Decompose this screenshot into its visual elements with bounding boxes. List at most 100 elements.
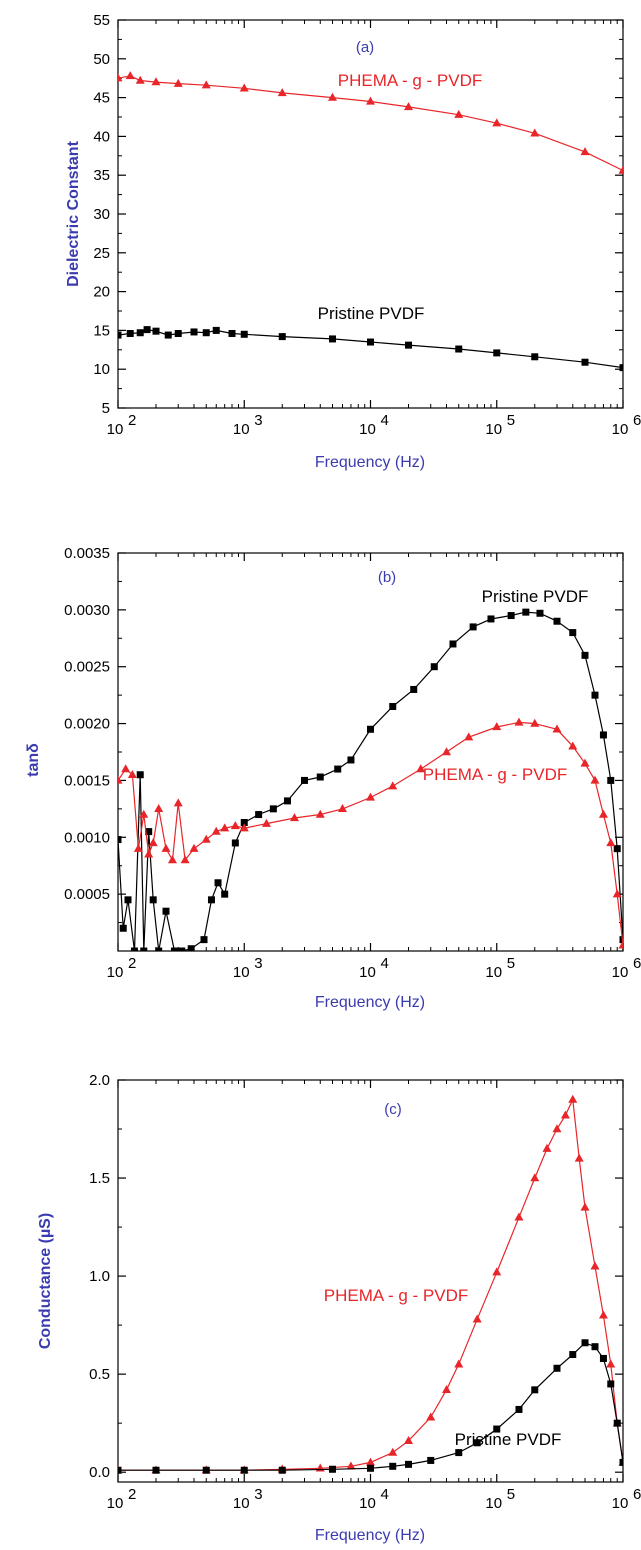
y-tick-label: 0.0020 <box>64 716 110 733</box>
x-tick-exponent: 2 <box>128 955 136 972</box>
data-point-triangle <box>574 1153 584 1162</box>
y-axis-title: tanδ <box>25 743 42 777</box>
x-axis-title: Frequency (Hz) <box>315 1527 425 1544</box>
data-point-triangle <box>606 838 616 847</box>
data-point-square <box>427 1456 435 1464</box>
panel-label: (a) <box>356 39 374 56</box>
data-point-square <box>136 771 144 779</box>
data-point-square <box>328 1465 336 1473</box>
data-point-square <box>515 1405 523 1413</box>
data-point-triangle <box>139 809 149 818</box>
data-point-triangle <box>201 834 211 843</box>
x-axis-title: Frequency (Hz) <box>315 454 425 471</box>
data-point-triangle <box>366 1457 375 1466</box>
data-point-square <box>507 612 515 620</box>
data-point-triangle <box>327 92 337 101</box>
y-tick-label: 25 <box>93 245 110 262</box>
data-point-triangle <box>121 764 131 773</box>
data-point-square <box>207 896 215 904</box>
x-tick-exponent: 4 <box>381 955 389 972</box>
data-point-square <box>613 1419 621 1427</box>
data-point-triangle <box>514 1212 524 1221</box>
data-point-square <box>367 1464 374 1472</box>
data-point-square <box>130 947 138 951</box>
phema-annotation: PHEMA - g - PVDF <box>338 71 483 90</box>
data-point-triangle <box>154 804 164 813</box>
data-point-square <box>405 1460 413 1468</box>
data-point-square <box>607 776 615 784</box>
data-point-square <box>581 651 589 659</box>
data-point-triangle <box>590 1261 600 1270</box>
data-point-square <box>531 1386 539 1394</box>
data-point-triangle <box>612 889 622 898</box>
data-point-square <box>569 1351 577 1359</box>
x-tick-exponent: 2 <box>128 1486 136 1503</box>
data-point-square <box>405 341 413 349</box>
data-point-triangle <box>492 118 502 127</box>
panel-label: (c) <box>384 1101 402 1118</box>
data-point-square <box>581 1339 589 1347</box>
data-point-triangle <box>464 732 474 741</box>
phema-annotation: PHEMA - g - PVDF <box>423 765 568 784</box>
data-point-square <box>553 1364 561 1372</box>
data-point-triangle <box>530 718 540 727</box>
y-tick-label: 35 <box>93 167 110 184</box>
y-tick-label: 55 <box>93 12 110 29</box>
data-point-square <box>240 1466 248 1474</box>
y-tick-label: 5 <box>102 400 110 417</box>
data-point-square <box>231 839 239 847</box>
panel-b: (b) Pristine PVDF PHEMA - g - PVDF Frequ… <box>25 545 641 1011</box>
series-phema-g-pvdf <box>118 71 623 174</box>
data-point-triangle <box>189 843 199 852</box>
x-tick-exponent: 5 <box>507 1486 515 1503</box>
series-phema-g-pvdf <box>118 717 623 949</box>
data-point-square <box>389 1462 397 1470</box>
data-point-square <box>119 924 127 932</box>
data-point-square <box>278 333 286 341</box>
x-tick-exponent: 6 <box>633 412 641 429</box>
data-point-square <box>145 828 153 836</box>
data-point-triangle <box>366 96 375 105</box>
panel-label: (b) <box>378 569 396 586</box>
data-point-triangle <box>404 1436 414 1445</box>
data-point-triangle <box>618 940 623 949</box>
data-point-square <box>118 331 122 339</box>
data-point-square <box>190 328 198 336</box>
data-point-triangle <box>239 823 249 832</box>
y-tick-label: 0.5 <box>89 1366 110 1383</box>
data-point-square <box>531 353 539 361</box>
data-point-square <box>328 335 336 343</box>
data-point-square <box>162 907 170 915</box>
data-point-square <box>202 329 210 337</box>
data-point-square <box>126 330 134 338</box>
series-line <box>118 75 623 172</box>
data-point-square <box>522 608 530 616</box>
data-point-square <box>619 936 623 944</box>
y-tick-label: 0.0025 <box>64 659 110 676</box>
data-point-square <box>240 330 248 338</box>
data-point-square <box>136 329 144 337</box>
data-point-square <box>152 327 160 335</box>
pristine-annotation: Pristine PVDF <box>482 587 589 606</box>
x-tick-exponent: 6 <box>633 1486 641 1503</box>
data-point-triangle <box>277 88 287 97</box>
data-point-square <box>553 617 561 625</box>
data-point-triangle <box>167 855 177 864</box>
data-point-square <box>367 725 374 733</box>
data-point-square <box>473 1439 481 1447</box>
x-tick-label: 10 <box>612 1495 629 1512</box>
y-tick-label: 0.0030 <box>64 602 110 619</box>
data-point-square <box>487 615 495 623</box>
x-tick-label: 10 <box>107 964 124 981</box>
data-point-square <box>149 896 157 904</box>
data-point-triangle <box>261 818 271 827</box>
data-point-triangle <box>552 1124 562 1133</box>
data-point-triangle <box>542 1143 552 1152</box>
series-line <box>118 1342 623 1471</box>
x-tick-label: 10 <box>233 421 250 438</box>
x-tick-label: 10 <box>359 964 376 981</box>
data-point-square <box>599 731 607 739</box>
data-point-triangle <box>315 1463 325 1472</box>
data-point-triangle <box>315 809 325 818</box>
data-point-triangle <box>442 1385 452 1394</box>
